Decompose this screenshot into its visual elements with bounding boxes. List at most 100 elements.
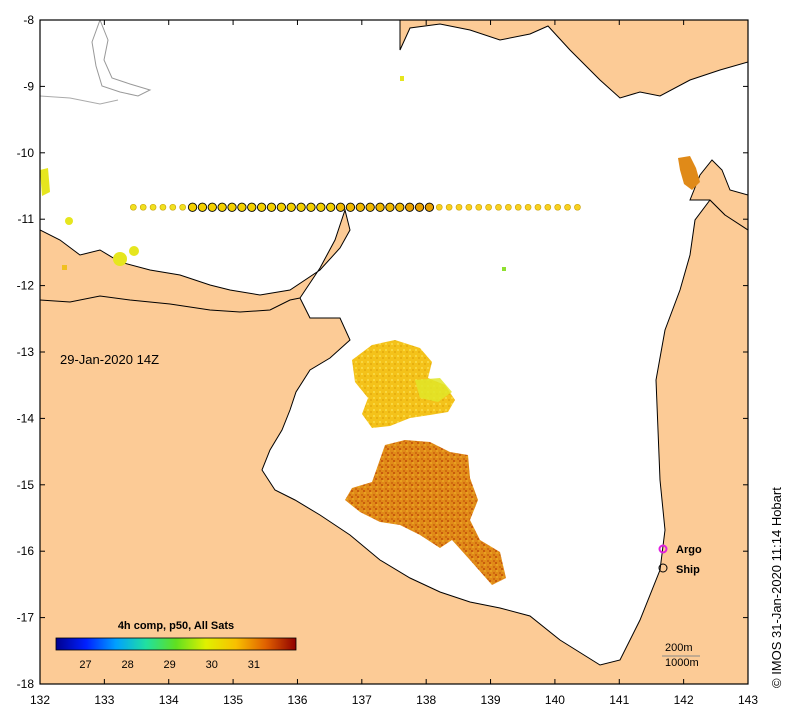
ship-track-point bbox=[564, 203, 571, 211]
ship-track-point bbox=[395, 202, 405, 212]
y-tick-label: -8 bbox=[23, 13, 34, 27]
ship-track-point bbox=[149, 203, 157, 211]
legend-argo-label: Argo bbox=[676, 544, 702, 556]
ship-track-point bbox=[326, 202, 336, 212]
ship-track-point bbox=[424, 202, 435, 212]
sst-patch-west-edge bbox=[40, 168, 50, 196]
sst-spot bbox=[62, 265, 67, 270]
land-group bbox=[40, 20, 748, 684]
y-tick-label: -13 bbox=[17, 345, 35, 359]
ship-track-point bbox=[187, 202, 198, 212]
legend: Argo Ship bbox=[658, 544, 702, 576]
x-tick-label: 138 bbox=[416, 693, 436, 707]
x-tick-label: 141 bbox=[609, 693, 629, 707]
colorbar-tick-label: 31 bbox=[248, 659, 260, 671]
ship-track-point bbox=[455, 203, 463, 211]
ship-track-point bbox=[544, 203, 552, 211]
ship-track-point bbox=[355, 202, 365, 212]
ship-track-point bbox=[514, 203, 522, 211]
ship-track-point bbox=[414, 202, 425, 212]
sst-patch-orange bbox=[345, 440, 506, 585]
contour-200-label: 200m bbox=[665, 642, 693, 654]
sst-spot bbox=[400, 76, 404, 81]
ship-track-point bbox=[306, 202, 316, 212]
colorbar: 4h comp, p50, All Sats 27 28 29 30 31 bbox=[55, 620, 297, 671]
y-tick-label: -12 bbox=[17, 279, 35, 293]
ship-track-point bbox=[534, 203, 542, 211]
x-tick-label: 133 bbox=[94, 693, 114, 707]
ship-track-point bbox=[335, 202, 346, 212]
colorbar-title: 4h comp, p50, All Sats bbox=[118, 620, 234, 632]
argo-symbol-icon bbox=[658, 544, 668, 554]
x-tick-label: 140 bbox=[545, 693, 565, 707]
x-tick-label: 143 bbox=[738, 693, 758, 707]
land-cape-york bbox=[689, 159, 748, 231]
colorbar-ticks: 27 28 29 30 31 bbox=[79, 659, 260, 671]
credit-label: © IMOS 31-Jan-2020 11:14 Hobart bbox=[769, 487, 784, 688]
y-tick-label: -14 bbox=[17, 411, 35, 425]
colorbar-scale bbox=[55, 637, 297, 651]
ship-track-point bbox=[316, 202, 326, 212]
ship-track-point bbox=[169, 203, 177, 211]
colorbar-tick-label: 29 bbox=[164, 659, 176, 671]
ship-track-point bbox=[385, 202, 395, 212]
ship-track-point bbox=[574, 203, 581, 211]
y-tick-label: -17 bbox=[17, 611, 35, 625]
ship-track-point bbox=[375, 202, 385, 212]
ship-track-point bbox=[286, 202, 296, 212]
ship-track-point bbox=[465, 203, 473, 211]
ship-track-point bbox=[227, 202, 237, 212]
ship-track-point bbox=[247, 202, 257, 212]
x-tick-label: 137 bbox=[352, 693, 372, 707]
ship-track-point bbox=[266, 202, 277, 212]
x-tick-label: 134 bbox=[159, 693, 179, 707]
legend-ship-label: Ship bbox=[676, 564, 700, 576]
colorbar-tick-label: 28 bbox=[121, 659, 133, 671]
ship-track-point bbox=[276, 202, 287, 212]
ship-track-point bbox=[130, 203, 137, 211]
sst-spot bbox=[65, 217, 73, 225]
y-axis: -8 -9 -10 -11 -12 -13 -14 -15 -16 -17 -18 bbox=[17, 13, 748, 691]
ship-symbol-icon bbox=[658, 563, 668, 573]
ship-track-point bbox=[554, 203, 561, 211]
colorbar-tick-label: 27 bbox=[79, 659, 91, 671]
land-australia bbox=[40, 199, 748, 684]
ship-track-point bbox=[139, 203, 147, 211]
ship-track-point bbox=[207, 202, 217, 212]
ship-track-point bbox=[445, 203, 453, 211]
ship-track-point bbox=[256, 202, 267, 212]
timestamp-label: 29-Jan-2020 14Z bbox=[60, 352, 159, 367]
sst-spot bbox=[502, 267, 506, 271]
ship-track-point bbox=[524, 203, 532, 211]
y-tick-label: -9 bbox=[23, 79, 34, 93]
x-tick-label: 132 bbox=[30, 693, 50, 707]
sst-patch-yellow bbox=[352, 340, 455, 428]
ship-track-point bbox=[237, 202, 247, 212]
contour-legend: 200m 1000m bbox=[662, 642, 700, 669]
ship-track-point bbox=[365, 202, 375, 212]
coastline-west bbox=[40, 295, 301, 313]
ship-track-point bbox=[505, 203, 512, 211]
x-tick-label: 136 bbox=[287, 693, 307, 707]
ship-track-point bbox=[296, 202, 306, 212]
ship-track bbox=[130, 202, 581, 212]
y-tick-label: -16 bbox=[17, 544, 35, 558]
colorbar-tick-label: 30 bbox=[206, 659, 218, 671]
ship-track-point bbox=[485, 203, 492, 211]
x-tick-label: 139 bbox=[481, 693, 501, 707]
island-outline bbox=[91, 20, 152, 97]
ship-track-point bbox=[435, 203, 443, 211]
x-axis: 132 133 134 135 136 137 138 139 140 141 142 143 bbox=[30, 20, 758, 707]
ship-track-point bbox=[345, 202, 356, 212]
sst-patch-lime bbox=[415, 378, 452, 402]
ship-track-point bbox=[179, 203, 186, 211]
sst-spot bbox=[113, 252, 127, 266]
land-png bbox=[399, 20, 748, 99]
ship-track-point bbox=[405, 202, 415, 212]
ship-track-point bbox=[217, 202, 227, 212]
y-tick-label: -18 bbox=[17, 677, 35, 691]
ship-track-point bbox=[495, 203, 502, 211]
contour-1000-label: 1000m bbox=[665, 657, 699, 669]
sst-spot bbox=[129, 246, 139, 256]
